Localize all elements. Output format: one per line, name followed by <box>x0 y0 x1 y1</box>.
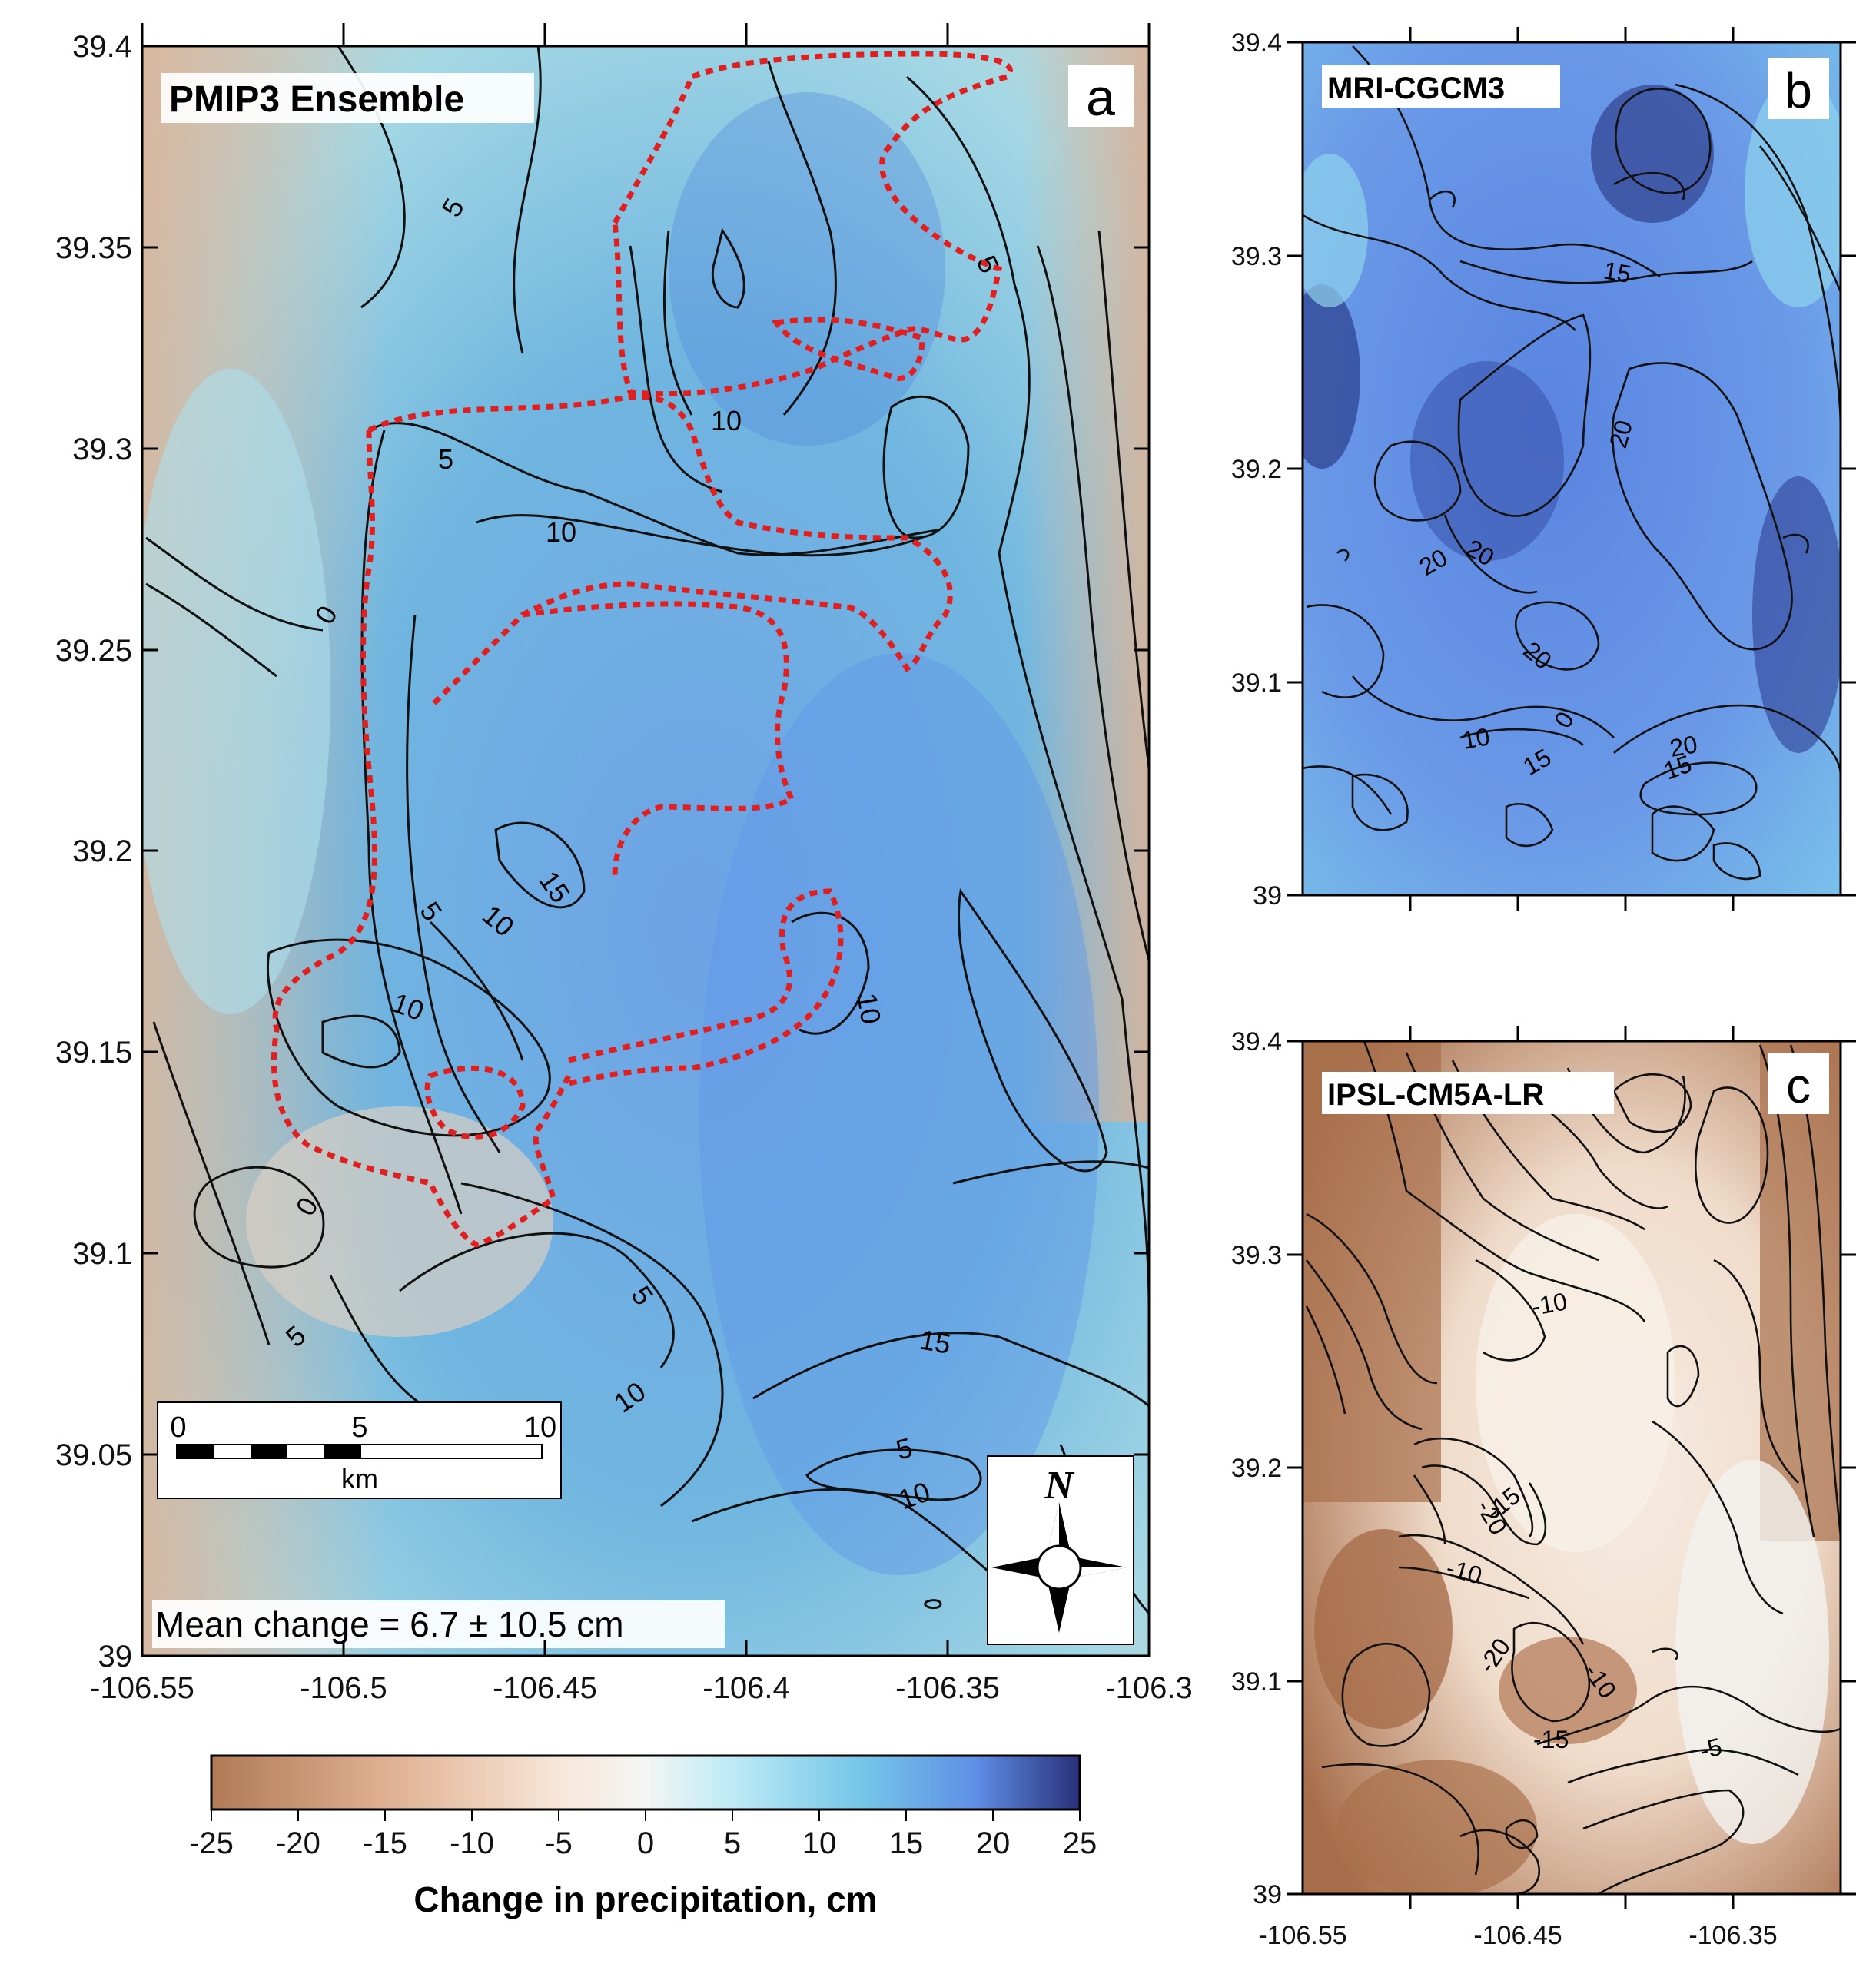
contour-label: 15 <box>918 1324 954 1360</box>
y-tick-label: 39.2 <box>72 834 132 868</box>
scale-bar-tick: 5 <box>351 1411 367 1444</box>
y-tick-label: 39.05 <box>55 1438 132 1472</box>
x-tick-label: -106.45 <box>493 1671 597 1705</box>
panel-b-y-labels: 39.4 39.3 39.2 39.1 39 <box>1231 28 1282 911</box>
colorbar-ramp <box>210 1754 1081 1811</box>
scale-bar-tick: 10 <box>524 1411 556 1444</box>
panel-a-contour-labels: 5 5 10 5 10 0 15 5 10 10 10 0 5 5 10 15 … <box>280 193 1006 1515</box>
panel-b-map: 15 20 20 20 20 10 0 15 20 15 <box>1303 42 1841 895</box>
panel-a-glacier-outlines <box>271 51 1013 1248</box>
y-tick-label: 39.4 <box>1231 28 1282 58</box>
colorbar: -25 -20 -15 -10 -5 0 5 10 15 20 25 Chang… <box>189 1754 1097 1919</box>
contour-label: 10 <box>1460 722 1492 755</box>
contour-label: -15 <box>1533 1726 1569 1753</box>
panel-a-x-axis <box>141 23 1151 1656</box>
mean-change-box <box>152 1600 725 1648</box>
panel-a-y-labels: 39.4 39.35 39.3 39.25 39.2 39.15 39.1 39… <box>55 30 132 1673</box>
panel-b-title: MRI-CGCM3 <box>1327 71 1505 105</box>
panel-c-contour-labels: -10 -20 -15 -10 -20 -10 -15 -5 <box>1443 1287 1725 1764</box>
panel-b-contours <box>1303 45 1841 881</box>
contour-label: -10 <box>1529 1287 1569 1320</box>
x-tick-label: -106.4 <box>702 1671 789 1705</box>
contour-label: 15 <box>1602 256 1633 288</box>
panel-b: 15 20 20 20 20 10 0 15 20 15 MRI-CGCM3 b <box>1231 27 1856 911</box>
panel-c-letter-box <box>1768 1053 1829 1114</box>
panel-a-map: 5 5 10 5 10 0 15 5 10 10 10 0 5 5 10 15 … <box>142 46 1149 1656</box>
colorbar-tick: -15 <box>363 1826 407 1860</box>
y-tick-label: 39.1 <box>72 1237 132 1271</box>
scale-bar-tick: 0 <box>170 1411 186 1444</box>
panel-a-title: PMIP3 Ensemble <box>169 79 464 120</box>
colorbar-tick-labels: -25 -20 -15 -10 -5 0 5 10 15 20 25 <box>189 1826 1097 1860</box>
colorbar-tick: -25 <box>189 1826 234 1860</box>
y-tick-label: 39.1 <box>1231 668 1282 698</box>
y-tick-label: 39.25 <box>55 634 132 668</box>
panel-b-ticks <box>1287 27 1856 911</box>
x-tick-label: -106.35 <box>1688 1921 1777 1950</box>
panel-a-contours <box>145 46 1149 1615</box>
y-tick-label: 39 <box>1253 1880 1282 1909</box>
y-tick-label: 39.4 <box>72 30 132 64</box>
panel-b-letter: b <box>1785 63 1812 118</box>
y-tick-label: 39.15 <box>55 1036 132 1070</box>
north-arrow: N <box>987 1455 1134 1645</box>
y-tick-label: 39.3 <box>1231 242 1282 271</box>
panel-a-x-labels: -106.55 -106.5 -106.45 -106.4 -106.35 -1… <box>90 1671 1193 1705</box>
panel-c-letter: c <box>1786 1058 1811 1113</box>
contour-label: 10 <box>851 990 887 1027</box>
panel-c-title: IPSL-CM5A-LR <box>1327 1078 1544 1112</box>
x-tick-label: -106.35 <box>895 1671 1000 1705</box>
y-tick-label: 39.2 <box>1231 1454 1282 1483</box>
colorbar-tick: -5 <box>545 1826 573 1860</box>
y-tick-label: 39.35 <box>55 231 132 265</box>
panel-c-y-labels: 39.4 39.3 39.2 39.1 39 <box>1231 1027 1282 1909</box>
x-tick-label: -106.45 <box>1473 1921 1562 1950</box>
panel-a-letter-box <box>1068 65 1134 127</box>
contour-label: 5 <box>438 443 453 475</box>
contour-label: 10 <box>546 516 576 548</box>
y-tick-label: 39.4 <box>1231 1027 1282 1056</box>
panel-c: -10 -20 -15 -10 -20 -10 -15 -5 IPSL-CM5A… <box>1231 1026 1856 1950</box>
colorbar-tick: -20 <box>276 1826 320 1860</box>
panel-a-title-box <box>161 73 534 123</box>
colorbar-tick: 10 <box>802 1826 837 1860</box>
colorbar-tick: 15 <box>889 1826 924 1860</box>
colorbar-label: Change in precipitation, cm <box>413 1879 877 1919</box>
panel-b-letter-box <box>1768 58 1829 119</box>
colorbar-tick: 0 <box>637 1826 654 1860</box>
panel-a-letter: a <box>1086 68 1115 127</box>
y-tick-label: 39.3 <box>72 433 132 466</box>
colorbar-tick: -10 <box>450 1826 494 1860</box>
panel-a-y-axis <box>142 45 1149 1657</box>
colorbar-tick: 20 <box>976 1826 1011 1860</box>
y-tick-label: 39.3 <box>1231 1241 1282 1270</box>
panel-c-ticks <box>1287 1026 1856 1909</box>
x-tick-label: -106.3 <box>1105 1671 1192 1705</box>
panel-a: 5 5 10 5 10 0 15 5 10 10 10 0 5 5 10 15 … <box>55 23 1193 1705</box>
y-tick-label: 39 <box>1253 881 1282 911</box>
scale-bar-unit: km <box>341 1463 378 1494</box>
y-tick-label: 39.1 <box>1231 1667 1282 1697</box>
x-tick-label: -106.5 <box>300 1671 387 1705</box>
x-tick-label: -106.55 <box>90 1671 194 1705</box>
panel-c-map: -10 -20 -15 -10 -20 -10 -15 -5 <box>1303 1041 1841 1894</box>
x-tick-label: -106.55 <box>1258 1921 1346 1950</box>
scale-bar: 0 5 10 km <box>157 1401 562 1499</box>
mean-change-text: Mean change = 6.7 ± 10.5 cm <box>155 1604 624 1644</box>
contour-label: 20 <box>1668 730 1699 762</box>
colorbar-tick: 5 <box>724 1826 741 1860</box>
panel-b-title-box <box>1322 65 1560 108</box>
panel-c-x-labels: -106.55 -106.45 -106.35 <box>1258 1921 1777 1950</box>
north-arrow-label: N <box>1044 1464 1075 1508</box>
contour-label: 10 <box>711 405 742 436</box>
colorbar-tick: 25 <box>1063 1826 1097 1860</box>
y-tick-label: 39.2 <box>1231 455 1282 484</box>
panel-c-title-box <box>1322 1072 1614 1114</box>
y-tick-label: 39 <box>98 1640 133 1673</box>
